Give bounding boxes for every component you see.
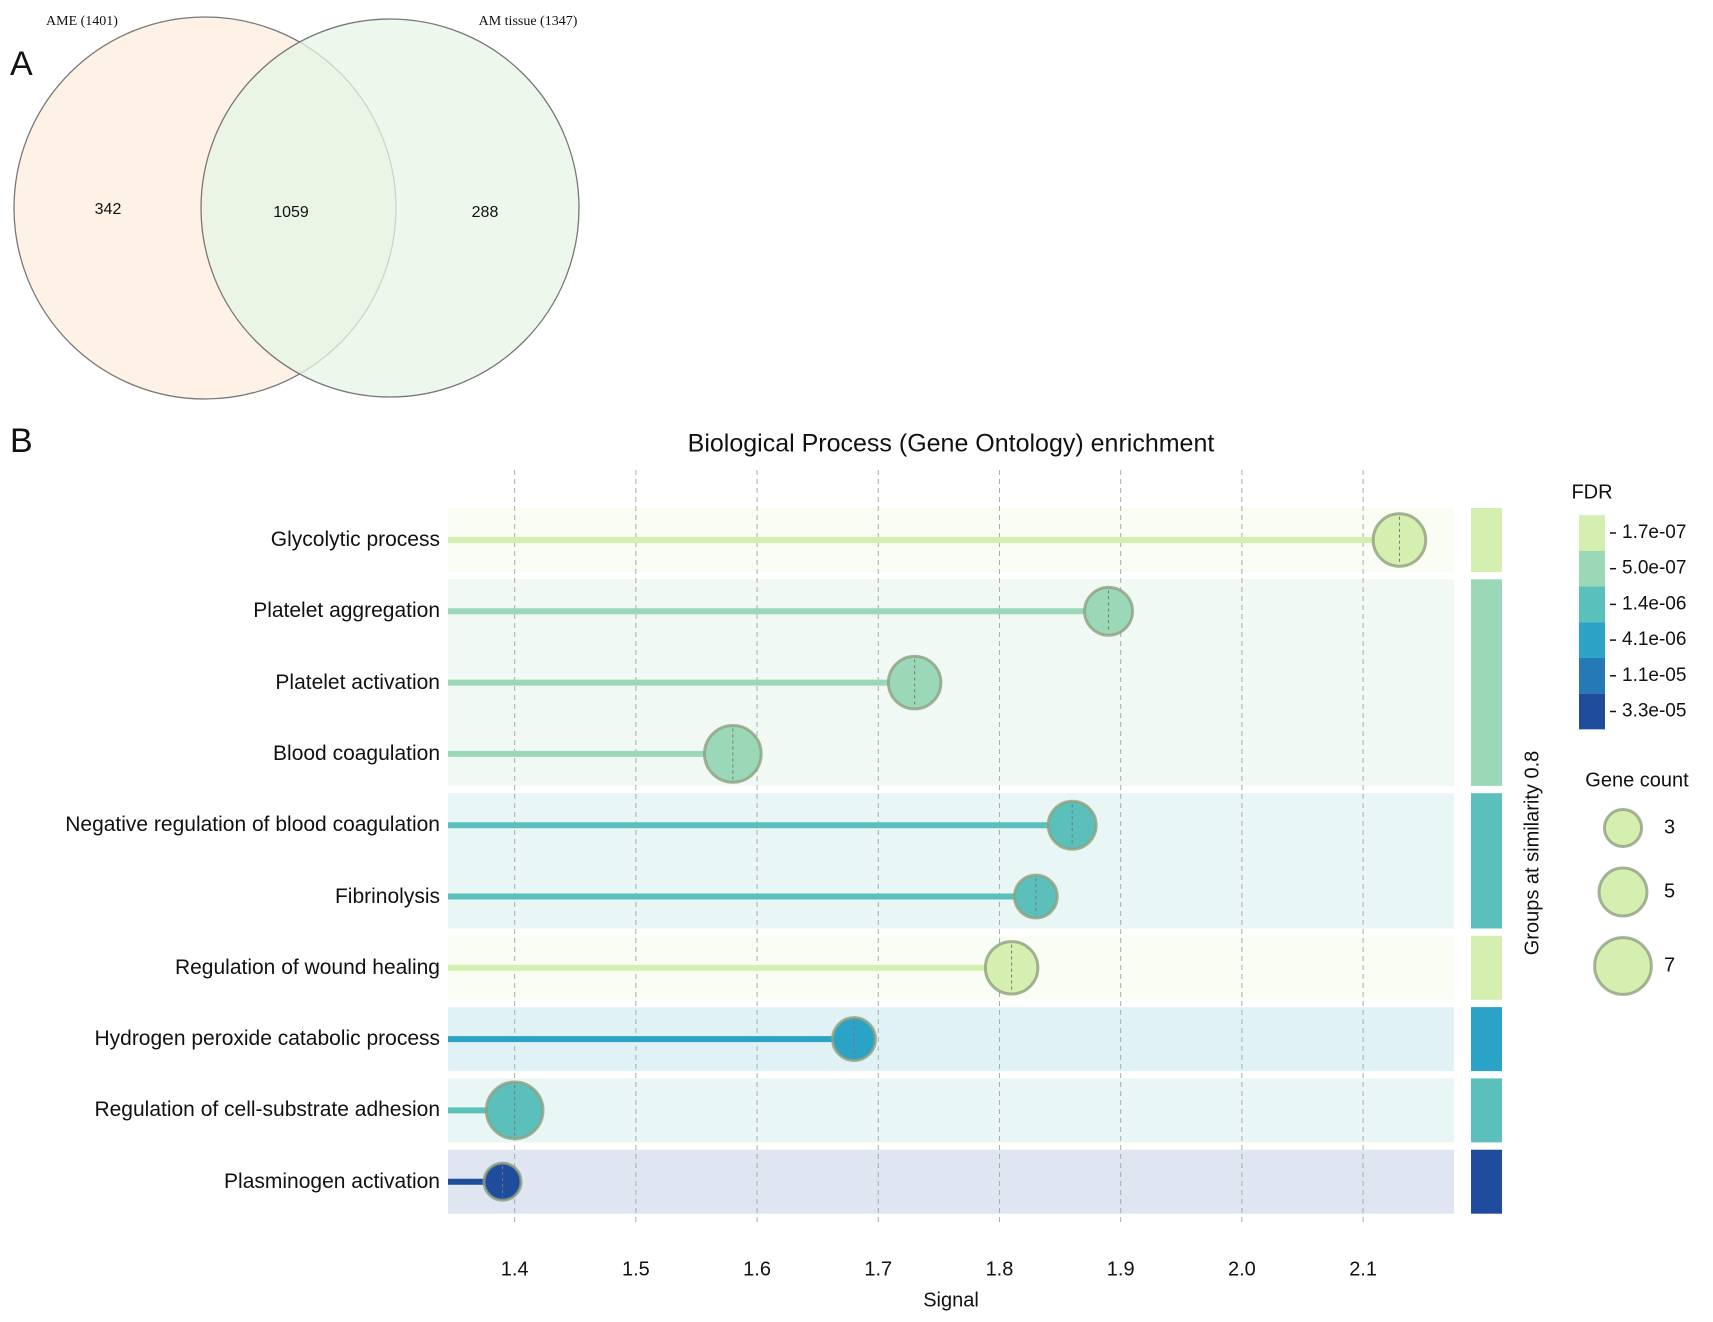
group-bar xyxy=(1471,1007,1502,1072)
x-axis-label: Signal xyxy=(923,1289,979,1311)
group-bar xyxy=(1471,793,1502,929)
colorbar-bin xyxy=(1579,515,1605,551)
category-label: Blood coagulation xyxy=(273,741,440,765)
colorbar-label: 1.1e-05 xyxy=(1622,665,1686,686)
set-label: AME (1401) xyxy=(46,14,118,29)
point xyxy=(1371,512,1428,568)
x-tick-label: 2.1 xyxy=(1349,1258,1377,1280)
region-count: 342 xyxy=(95,201,122,218)
set-circle xyxy=(200,18,580,398)
category-label: Negative regulation of blood coagulation xyxy=(65,813,440,837)
region-count: 1059 xyxy=(273,204,309,221)
colorbar-label: 1.7e-07 xyxy=(1622,522,1686,543)
x-tick-label: 1.9 xyxy=(1107,1258,1135,1280)
group-bar xyxy=(1471,1149,1502,1214)
x-tick-label: 1.6 xyxy=(743,1258,771,1280)
size-legend-circle xyxy=(1593,936,1653,996)
size-legend-label: 7 xyxy=(1664,954,1675,976)
size-legend-circle xyxy=(1597,866,1649,918)
group-bar xyxy=(1471,1078,1502,1143)
region-count: 288 xyxy=(472,204,499,221)
colorbar-label: 4.1e-06 xyxy=(1622,629,1686,650)
group-band xyxy=(448,793,1454,929)
x-tick-label: 1.4 xyxy=(501,1258,529,1280)
point xyxy=(983,940,1040,996)
category-label: Fibrinolysis xyxy=(334,884,440,908)
category-label: Platelet activation xyxy=(275,670,440,694)
size-legend-label: 3 xyxy=(1664,816,1675,838)
legend-title: FDR xyxy=(1571,481,1612,503)
colorbar-bin xyxy=(1579,657,1605,694)
point xyxy=(482,1161,523,1202)
chart-title: Biological Process (Gene Ontology) enric… xyxy=(688,430,1215,458)
colorbar-bin xyxy=(1579,693,1605,730)
point xyxy=(886,654,943,711)
x-tick-label: 2.0 xyxy=(1228,1258,1256,1280)
colorbar-bin xyxy=(1579,550,1605,587)
size-legend-circle xyxy=(1602,807,1644,849)
category-label: Glycolytic process xyxy=(270,528,440,551)
x-tick-label: 1.8 xyxy=(986,1258,1014,1280)
category-label: Hydrogen peroxide catabolic process xyxy=(94,1027,440,1051)
size-legend-label: 5 xyxy=(1664,880,1675,902)
group-bar xyxy=(1471,579,1502,786)
category-label: Regulation of wound healing xyxy=(174,955,440,979)
x-tick-label: 1.5 xyxy=(622,1258,650,1280)
colorbar-label: 1.4e-06 xyxy=(1622,593,1686,614)
colorbar-label: 5.0e-07 xyxy=(1622,558,1686,579)
group-bar xyxy=(1471,508,1502,572)
panel-label: A xyxy=(10,45,33,83)
category-label: Platelet aggregation xyxy=(253,599,440,623)
colorbar-bin xyxy=(1579,622,1605,658)
colorbar-label: 3.3e-05 xyxy=(1622,701,1686,722)
group-bar xyxy=(1471,935,1502,1000)
groups-label: Groups at similarity 0.8 xyxy=(1521,751,1543,956)
legend-title: Gene count xyxy=(1585,769,1689,791)
group-band xyxy=(448,1149,1454,1214)
set-label: AM tissue (1347) xyxy=(479,14,578,29)
x-tick-label: 1.7 xyxy=(864,1258,892,1280)
category-label: Regulation of cell-substrate adhesion xyxy=(94,1098,440,1122)
category-label: Plasminogen activation xyxy=(224,1169,440,1193)
panel-label: B xyxy=(10,422,33,460)
colorbar-bin xyxy=(1579,586,1605,623)
group-band xyxy=(448,1078,1454,1143)
